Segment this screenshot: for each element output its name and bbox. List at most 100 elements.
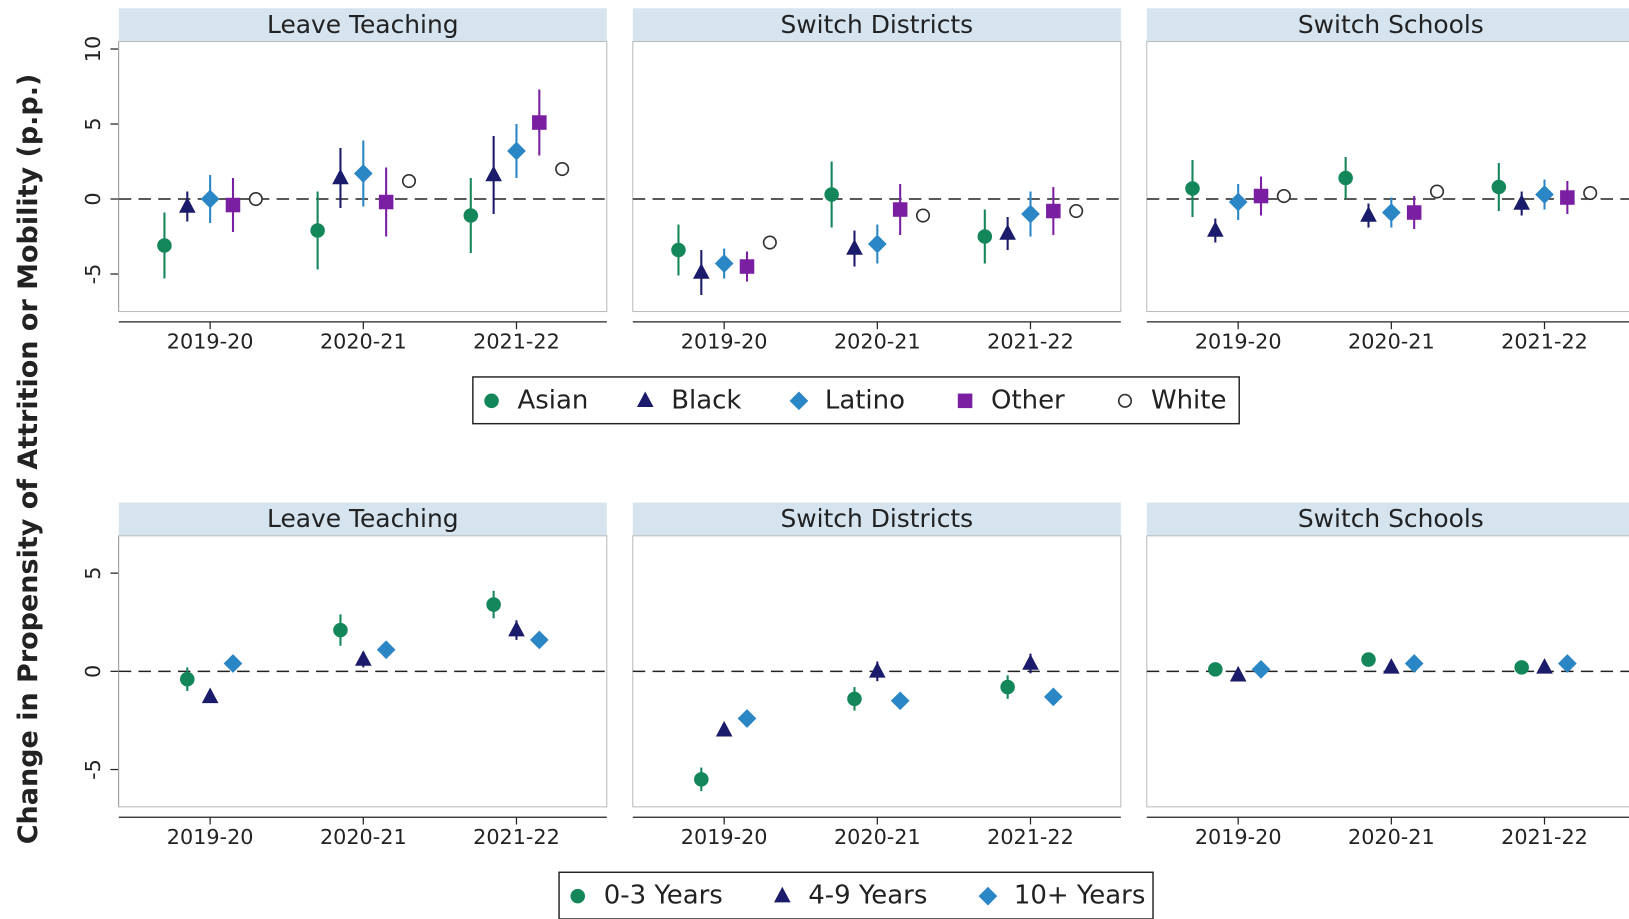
point [555,161,570,177]
point [1046,203,1061,219]
point [1022,654,1039,670]
point [869,661,886,678]
x-tick-label: 2020-21 [320,825,407,849]
point [355,650,372,666]
x-tick-label: 2020-21 [1348,330,1435,354]
point [486,597,501,612]
point [1383,658,1400,674]
point [1229,665,1247,682]
point [1361,652,1376,667]
legend-label: Latino [825,385,905,415]
point [693,263,710,279]
x-tick-label: 2019-20 [167,330,254,354]
point [353,164,373,183]
point [847,691,862,707]
panel-strip [118,502,607,536]
point [1360,206,1377,222]
legend-label: Asian [518,385,589,415]
x-tick-label: 2020-21 [834,825,921,849]
y-tick-label: -5 [81,759,105,780]
point [737,709,757,728]
point [1406,205,1422,220]
x-tick-label: 2019-20 [681,330,768,354]
point [508,620,525,637]
panel-title: Switch Schools [1298,10,1484,39]
point [200,189,220,209]
point [463,208,479,223]
legend-marker [1117,393,1133,408]
x-tick-label: 2021-22 [987,330,1074,354]
legend-marker [789,391,809,411]
plot-area [632,41,1122,313]
y-tick-label: 5 [81,567,105,580]
legend-label: 0-3 Years [604,881,723,911]
point [178,197,196,213]
legend-label: 10+ Years [1014,881,1146,911]
x-tick-label: 2021-22 [987,825,1074,849]
panel: Switch Districts 2019-20 2020-21 2021-22 [632,502,1122,849]
panel-title: Switch Districts [780,10,973,39]
legend-label: 4-9 Years [808,881,927,911]
x-tick-label: 2020-21 [834,330,921,354]
point [1021,204,1040,224]
point [180,671,195,687]
legend-marker [570,888,586,904]
panel: Leave Teaching 2019-20 2020-21 2021-22 [118,502,608,849]
panel-strip [632,8,1121,42]
legend-label: Other [991,385,1065,415]
point [1429,184,1445,199]
point [310,223,325,238]
legend-box [472,376,1240,425]
panel-strip [1146,8,1629,42]
point [1583,185,1598,201]
point [378,194,394,210]
legend-marker [636,391,654,408]
y-tick-label: 0 [81,665,105,678]
legend-label: White [1151,385,1226,415]
point [999,224,1016,240]
point [532,115,547,130]
x-tick-label: 2020-21 [320,330,407,354]
y-axis-label: Change in Propensity of Attrition or Mob… [13,74,44,845]
panel-title: Switch Schools [1298,504,1484,533]
panel-title: Leave Teaching [267,504,459,533]
point [739,259,755,274]
point [507,141,526,161]
x-tick-label: 2019-20 [681,825,768,849]
point [671,242,686,258]
y-tick-label: 0 [81,192,105,205]
point [201,687,219,704]
point [401,173,417,189]
x-tick-label: 2021-22 [1501,330,1588,354]
point [915,208,931,223]
point [715,720,733,737]
x-tick-label: 2019-20 [167,825,254,849]
x-tick-label: 2019-20 [1195,330,1282,354]
legend-marker [774,886,791,903]
legend-marker [957,393,973,409]
point [1207,221,1224,237]
panel-strip [1146,502,1629,536]
plot-area [1146,41,1629,313]
panel-strip [118,8,607,42]
point [1276,188,1291,204]
point [1381,203,1401,222]
point [1560,190,1575,205]
y-tick-label: 10 [81,36,105,62]
point [1208,662,1223,677]
x-tick-label: 2021-22 [473,330,560,354]
panel-title: Switch Districts [780,504,973,533]
point [1491,179,1507,195]
point [1000,679,1015,695]
panel: Switch Schools 2019-20 2020-21 2021-22 [1146,502,1629,849]
point [846,239,863,255]
x-tick-label: 2021-22 [473,825,560,849]
point [1253,188,1269,204]
x-tick-label: 2021-22 [1501,825,1588,849]
point [762,235,777,250]
point [1069,203,1084,219]
point [824,187,839,202]
point [1185,181,1200,196]
point [892,202,908,217]
